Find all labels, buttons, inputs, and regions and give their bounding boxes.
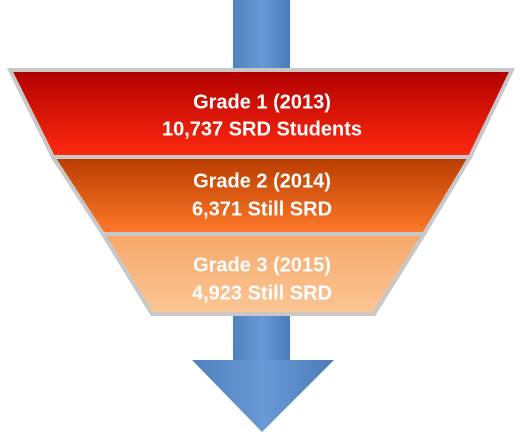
level-2-band bbox=[49, 155, 474, 236]
level-3-band bbox=[99, 232, 428, 316]
arrow-head bbox=[192, 360, 334, 432]
level-subtitle: 10,737 SRD Students bbox=[162, 118, 362, 140]
level-1-band bbox=[6, 68, 516, 159]
level-subtitle: 4,923 Still SRD bbox=[192, 282, 332, 304]
level-title: Grade 2 (2014) bbox=[193, 170, 331, 192]
level-title: Grade 1 (2013) bbox=[193, 91, 331, 113]
level-subtitle: 6,371 Still SRD bbox=[192, 198, 332, 220]
level-title: Grade 3 (2015) bbox=[193, 254, 331, 276]
arrow-shaft-top bbox=[233, 0, 290, 80]
